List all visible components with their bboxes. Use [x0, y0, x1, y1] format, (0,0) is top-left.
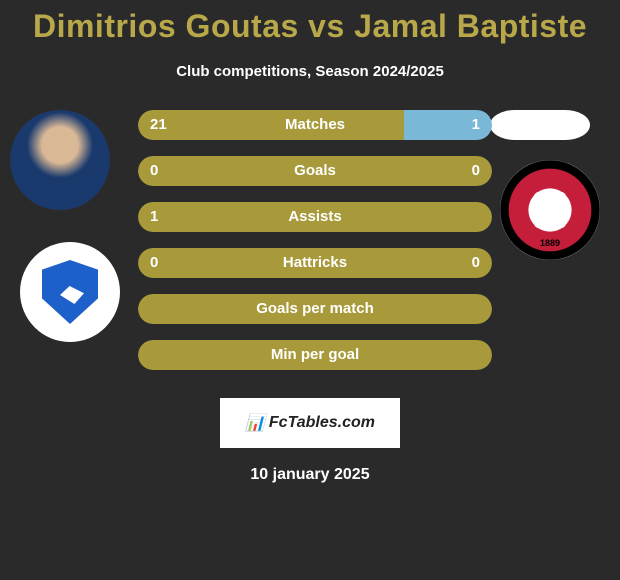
fctables-logo-icon: 📊 — [245, 413, 265, 433]
club-right-crest: 1889 — [500, 160, 600, 260]
bar-segment-full — [138, 294, 492, 324]
stat-row: Goals00 — [138, 156, 492, 186]
stat-bars: Matches211 Goals00 Assists1 Hattricks00 Goal… — [138, 110, 492, 386]
page-title: Dimitrios Goutas vs Jamal Baptiste — [0, 0, 620, 45]
snapshot-date: 10 january 2025 — [0, 466, 620, 484]
source-text: FcTables.com — [269, 414, 375, 432]
source-badge: 📊 FcTables.com — [220, 398, 400, 448]
bar-segment-full — [138, 156, 492, 186]
bar-segment-full — [138, 202, 492, 232]
club-left-crest — [20, 242, 120, 342]
stat-row: Hattricks00 — [138, 248, 492, 278]
stat-row: Matches211 — [138, 110, 492, 140]
player-left-avatar — [10, 110, 110, 210]
bar-segment-right — [404, 110, 493, 140]
stat-row: Goals per match — [138, 294, 492, 324]
player-right-avatar — [490, 110, 590, 140]
stat-row: Min per goal — [138, 340, 492, 370]
comparison-panel: 1889 Matches211 Goals00 Assists1 Hattricks0… — [0, 110, 620, 390]
sheffield-swords-icon — [530, 190, 570, 230]
bar-segment-full — [138, 248, 492, 278]
stat-row: Assists1 — [138, 202, 492, 232]
bar-segment-full — [138, 340, 492, 370]
sheffield-year: 1889 — [500, 238, 600, 248]
page-subtitle: Club competitions, Season 2024/2025 — [0, 63, 620, 80]
bar-segment-left — [138, 110, 404, 140]
